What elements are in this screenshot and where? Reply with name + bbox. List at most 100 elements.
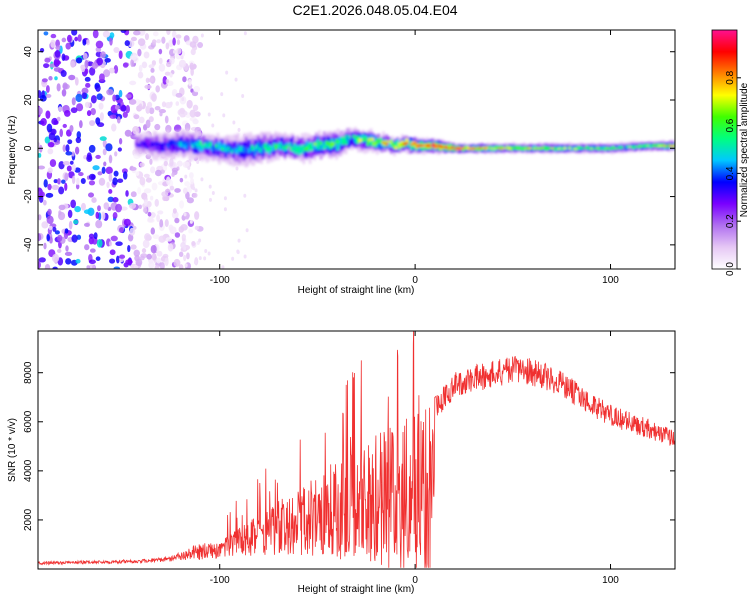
ridge-cell [541, 147, 545, 149]
ridge-cell [188, 133, 192, 152]
ridge-cell [668, 145, 672, 147]
noise-blob [38, 261, 41, 269]
spectrogram-axes: -100 0 100 -40 -20 0 20 40 [23, 30, 675, 286]
ridge-cell [183, 144, 187, 149]
noise-blob [95, 40, 104, 49]
ridge-cell [266, 147, 270, 152]
ridge-cell [597, 147, 601, 149]
ridge-cell [307, 144, 310, 152]
ridge-cell [313, 140, 317, 153]
ridge-cell [515, 145, 518, 150]
noise-blob [197, 41, 204, 49]
noise-blob [91, 62, 99, 69]
ridge-cell [341, 136, 345, 145]
ridge-cell [141, 143, 145, 147]
noise-blob [38, 214, 42, 221]
ridge-cell [411, 141, 415, 148]
ridge-cell [460, 147, 464, 149]
ridge-cell [235, 148, 239, 154]
spectrogram-panel: -100 0 100 -40 -20 0 20 40 Height of straight l… [7, 29, 676, 296]
ridge-cell [660, 144, 664, 148]
noise-dot [180, 55, 184, 60]
spectrogram-y-tick-label: -40 [23, 237, 34, 252]
noise-blob [55, 45, 61, 51]
noise-dot [231, 256, 235, 261]
ridge-cell [649, 144, 653, 149]
noise-blob [105, 166, 113, 175]
ridge-cell [161, 142, 165, 152]
noise-blob [161, 36, 166, 44]
ridge-cell [307, 144, 310, 148]
ridge-cell [604, 148, 607, 150]
ridge-cell [463, 146, 467, 150]
ridge-cell [558, 147, 562, 150]
ridge-cell [438, 144, 442, 148]
noise-blob [63, 109, 71, 117]
noise-blob [156, 250, 163, 257]
noise-blob [139, 176, 146, 186]
ridge-cell [243, 146, 246, 153]
ridge-cell [293, 143, 296, 153]
noise-blob [65, 258, 72, 265]
noise-blob [117, 178, 124, 183]
noise-blob [99, 136, 107, 141]
noise-dot [192, 186, 196, 191]
ridge-cell [544, 146, 548, 149]
spectrogram-frame [37, 29, 676, 270]
noise-blob [103, 69, 111, 78]
ridge-cell [239, 146, 243, 152]
noise-blob [149, 195, 154, 201]
ridge-cell [565, 146, 568, 151]
ridge-cell [357, 135, 360, 144]
noise-blob [43, 63, 50, 69]
noise-blob [87, 192, 95, 198]
ridge-cell [413, 142, 417, 145]
ridge-cell [252, 143, 256, 160]
ridge-cell [157, 143, 160, 153]
snr-y-tick-label: 6000 [23, 410, 34, 433]
noise-blob [50, 128, 57, 135]
ridge-cell [155, 142, 159, 151]
ridge-cell [380, 140, 384, 144]
noise-blob [169, 157, 174, 167]
ridge-cell [475, 146, 479, 151]
ridge-cell [507, 147, 511, 149]
noise-dot [208, 184, 212, 189]
noise-blob [128, 202, 137, 210]
noise-blob [117, 147, 122, 152]
noise-blob [116, 116, 121, 124]
noise-blob [133, 30, 141, 36]
noise-blob [85, 39, 90, 46]
noise-blob [154, 198, 159, 207]
snr-x-axis-label: Height of straight line (km) [298, 584, 415, 595]
noise-dot [172, 49, 176, 54]
noise-blob [165, 61, 172, 68]
noise-blob [133, 264, 139, 269]
noise-blob [102, 148, 107, 156]
noise-blob [109, 249, 116, 256]
noise-blob [70, 60, 76, 68]
ridge-cell [432, 142, 435, 148]
ridge-cell [355, 136, 359, 140]
noise-blob [168, 39, 174, 47]
ridge-cell [358, 138, 362, 143]
ridge-cell [515, 148, 518, 150]
noise-dot [232, 120, 236, 125]
ridge-cell [310, 142, 314, 151]
noise-blob [48, 225, 53, 231]
noise-blob [118, 254, 126, 259]
ridge-cell [450, 146, 454, 151]
noise-blob [38, 142, 41, 147]
ridge-cell [518, 147, 521, 150]
ridge-cell [364, 138, 368, 149]
noise-dot [243, 193, 247, 198]
ridge-cell [210, 147, 213, 152]
noise-blob [109, 36, 113, 46]
ridge-cell [504, 145, 507, 152]
ridge-cell [227, 147, 231, 152]
noise-blob [141, 248, 147, 254]
ridge-cell [497, 147, 501, 150]
noise-blob [52, 266, 58, 269]
ridge-cell [571, 146, 575, 151]
ridge-cell [672, 145, 675, 147]
